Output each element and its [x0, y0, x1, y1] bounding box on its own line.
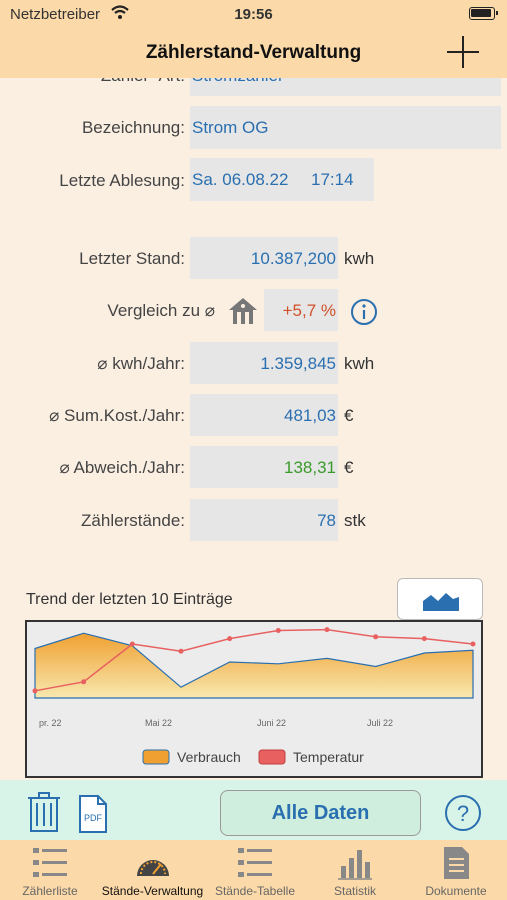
house-icon[interactable] — [227, 295, 259, 327]
count-unit: stk — [344, 511, 366, 530]
bottom-toolbar: PDF Alle Daten ? — [0, 780, 507, 840]
stand-label: Letzter Stand: — [79, 249, 185, 268]
tab-staende-tabelle[interactable]: Stände-Tabelle — [205, 840, 305, 900]
temperatur-point — [81, 679, 87, 685]
legend-label: Verbrauch — [177, 749, 241, 765]
bezeichnung-label: Bezeichnung: — [81, 118, 185, 137]
navigation-bar: Zählerstand-Verwaltung — [0, 30, 507, 78]
alle-daten-button[interactable]: Alle Daten — [220, 790, 421, 836]
help-icon[interactable]: ? — [444, 794, 482, 832]
kwh-unit: kwh — [344, 354, 375, 373]
battery-icon — [469, 7, 498, 20]
temperatur-line — [34, 628, 474, 692]
vergleich-field[interactable]: +5,7 % — [264, 289, 338, 331]
legend-label: Temperatur — [293, 749, 364, 765]
temperatur-point — [32, 688, 38, 694]
tab-dokumente[interactable]: Dokumente — [405, 840, 507, 900]
abweich-label: ⌀ Abweich./Jahr: — [59, 458, 185, 477]
chart-title: Trend der letzten 10 Einträge — [26, 591, 233, 608]
tab-label: Dokumente — [425, 884, 487, 898]
zaehler-art-field[interactable]: Stromzähler — [190, 78, 501, 96]
svg-text:?: ? — [457, 801, 469, 826]
kwh-field[interactable]: 1.359,845 — [190, 342, 338, 384]
legend-swatch — [142, 749, 170, 765]
ablesung-field[interactable]: Sa. 06.08.22 17:14 — [190, 158, 374, 201]
status-bar: Netzbetreiber 19:56 — [0, 0, 507, 30]
kost-label: ⌀ Sum.Kost./Jahr: — [49, 406, 185, 425]
area-chart-icon — [423, 593, 459, 611]
trend-chart: pr. 22 Mai 22 Juni 22 Juli 22 Verbrauch Tempe… — [25, 620, 483, 778]
pdf-icon[interactable]: PDF — [78, 794, 108, 834]
temperatur-point — [324, 627, 330, 633]
count-label: Zählerstände: — [81, 511, 185, 530]
kost-unit: € — [344, 406, 354, 425]
info-icon[interactable] — [350, 298, 378, 326]
carrier-text: Netzbetreiber — [10, 6, 101, 23]
document-icon — [444, 847, 469, 879]
tab-label: Statistik — [333, 884, 376, 898]
svg-text:PDF: PDF — [84, 813, 103, 823]
abweich-unit: € — [344, 458, 354, 477]
kwh-label: ⌀ kwh/Jahr: — [97, 354, 185, 373]
wifi-icon — [111, 5, 129, 19]
temperatur-point — [421, 636, 427, 642]
temperatur-point — [275, 628, 281, 633]
stand-unit: kwh — [344, 249, 375, 268]
kost-field[interactable]: 481,03 — [190, 394, 338, 436]
tab-label: Zählerliste — [22, 884, 78, 898]
clock: 19:56 — [234, 6, 273, 23]
page-title: Zählerstand-Verwaltung — [145, 42, 362, 63]
chart-type-button[interactable] — [397, 578, 483, 620]
count-field[interactable]: 78 — [190, 499, 338, 541]
trash-icon[interactable] — [26, 792, 62, 834]
legend-swatch — [258, 749, 286, 765]
temperatur-point — [129, 641, 135, 647]
tab-bar: Zählerliste Stände-Verwaltung Stände-Tab… — [0, 840, 507, 900]
tab-label: Stände-Tabelle — [214, 884, 296, 898]
plus-icon[interactable] — [445, 34, 481, 70]
ablesung-label: Letzte Ablesung: — [59, 171, 185, 190]
verbrauch-area — [34, 632, 474, 699]
x-tick-label: Mai 22 — [145, 718, 172, 728]
temperatur-point — [178, 648, 184, 654]
zaehler-art-label: Zähler- Art: — [20, 78, 185, 86]
tab-label: Stände-Verwaltung — [101, 884, 204, 898]
tab-zaehlerliste[interactable]: Zählerliste — [0, 840, 100, 900]
tab-statistik[interactable]: Statistik — [305, 840, 405, 900]
trend-chart-svg: pr. 22 Mai 22 Juni 22 Juli 22 Verbrauch Tempe… — [32, 627, 476, 765]
vergleich-label: Vergleich zu ⌀ — [107, 301, 215, 320]
temperatur-point — [470, 641, 476, 647]
x-tick-label: Juli 22 — [367, 718, 393, 728]
bezeichnung-field[interactable]: Strom OG — [190, 106, 501, 149]
abweich-field[interactable]: 138,31 — [190, 446, 338, 488]
x-tick-label: Juni 22 — [257, 718, 286, 728]
scroll-content[interactable]: Zähler- Art: Stromzähler Bezeichnung: St… — [0, 78, 507, 780]
x-tick-label: pr. 22 — [39, 718, 62, 728]
gauge-icon — [136, 860, 169, 876]
temperatur-point — [227, 636, 233, 642]
list-icon — [33, 848, 67, 877]
table-list-icon — [238, 848, 272, 877]
temperatur-point — [373, 634, 379, 640]
bar-chart-icon — [338, 850, 372, 880]
stand-field[interactable]: 10.387,200 — [190, 237, 338, 279]
tab-staende-verwaltung[interactable]: Stände-Verwaltung — [100, 840, 205, 900]
